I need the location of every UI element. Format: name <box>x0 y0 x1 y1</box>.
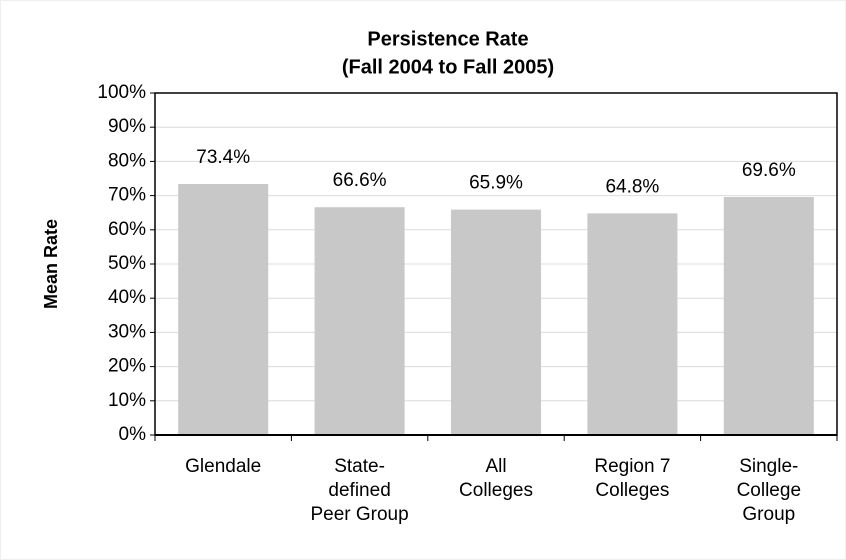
x-tick-label: Single-College Group <box>737 456 801 525</box>
y-tick-label: 70% <box>108 185 146 206</box>
bar <box>587 213 678 435</box>
bar <box>178 183 269 435</box>
value-label: 65.9% <box>469 173 523 194</box>
bar <box>450 209 542 435</box>
y-tick-label: 100% <box>97 82 146 103</box>
x-tick-label: State-defined Peer Group <box>310 456 408 525</box>
y-tick-label: 40% <box>108 287 146 308</box>
bar <box>314 207 405 435</box>
x-tick-label: All Colleges <box>459 456 533 501</box>
chart-title: Persistence Rate <box>367 28 528 50</box>
y-tick-label: 50% <box>108 253 146 274</box>
y-tick-label: 30% <box>108 321 146 342</box>
y-tick-label: 90% <box>108 116 146 137</box>
y-tick-label: 80% <box>108 150 146 171</box>
y-tick-label: 0% <box>119 424 147 445</box>
value-label: 66.6% <box>333 170 387 191</box>
y-tick-label: 10% <box>108 390 146 411</box>
y-tick-label: 20% <box>108 356 146 377</box>
y-tick-label: 60% <box>108 219 146 240</box>
value-label: 64.8% <box>605 176 659 197</box>
value-label: 73.4% <box>196 147 250 168</box>
y-axis-label: Mean Rate <box>41 219 61 309</box>
x-tick-label: Region 7 Colleges <box>594 456 670 501</box>
value-label: 69.6% <box>742 160 796 181</box>
bar <box>723 196 814 435</box>
chart-subtitle: (Fall 2004 to Fall 2005) <box>342 56 554 78</box>
x-tick-label: Glendale <box>185 456 261 477</box>
